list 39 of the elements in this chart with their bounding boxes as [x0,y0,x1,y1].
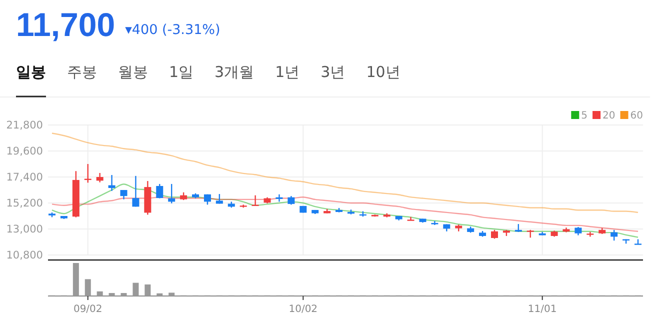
candlestick [132,175,140,208]
y-tick-label: 10,800 [6,249,43,262]
candlestick [610,229,618,242]
bar [144,284,151,296]
candlestick [407,216,414,221]
y-tick-label: 15,200 [6,197,43,210]
bar [132,282,139,296]
legend-label: 20 [602,110,616,122]
text: 1일 [169,63,194,81]
x-tick-label: 09/02 [73,304,102,315]
y-tick-label: 13,000 [6,223,43,236]
text: 10년 [366,63,400,81]
text: 일봉 [16,63,46,81]
candlestick [276,194,283,202]
legend-label: 5 [581,110,588,122]
text: 월봉 [118,63,148,81]
text: 주봉 [67,63,97,81]
bar [156,293,163,296]
candlestick [96,172,104,183]
y-tick-label: 17,400 [6,171,43,184]
bar [120,293,127,296]
text: 3개월 [214,63,254,81]
y-tick-label: 21,800 [6,119,43,132]
bar [168,292,175,296]
bar [84,279,91,296]
bar [96,291,103,296]
legend-label: 60 [630,110,643,122]
chart-title: 11,700 [16,6,116,43]
text: 1년 [275,63,300,81]
bar [72,263,79,296]
bar [108,293,115,296]
candlestick [156,183,164,199]
chart-subtitle: ▾400 (-3.31%) [125,22,220,38]
x-tick-label: 11/01 [528,304,557,315]
candlestick [120,189,128,200]
candlestick [108,174,116,192]
y-tick-label: 19,600 [6,145,43,158]
text: 3년 [320,63,346,81]
x-tick-label: 10/02 [288,304,318,315]
